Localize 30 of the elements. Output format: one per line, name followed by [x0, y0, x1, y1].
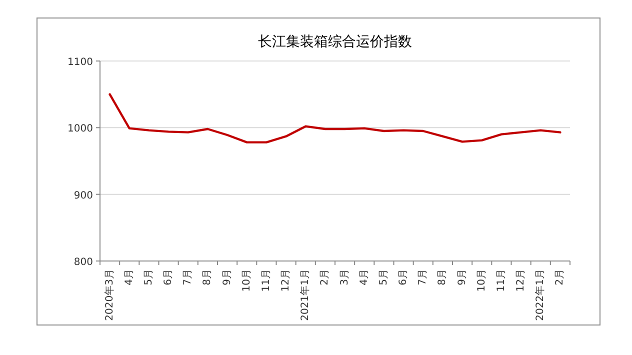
x-tick-label: 2020年3月	[103, 269, 116, 321]
chart-title: 长江集装箱综合运价指数	[258, 34, 412, 50]
x-tick-label: 7月	[418, 269, 429, 286]
x-tick-label: 2021年1月	[299, 269, 312, 321]
x-tick-label: 6月	[398, 269, 410, 286]
x-tick-label: 2月	[320, 269, 331, 286]
x-tick-label: 12月	[516, 269, 527, 292]
x-tick-label: 8月	[437, 269, 448, 286]
x-tick-label: 8月	[202, 269, 214, 286]
x-tick-label: 4月	[358, 269, 370, 286]
y-tick-label: 1000	[68, 124, 93, 135]
x-tick-label: 11月	[260, 269, 272, 292]
x-tick-label: 6月	[163, 269, 174, 286]
x-tick-label: 10月	[241, 269, 252, 292]
y-tick-label: 800	[74, 257, 93, 268]
x-tick-label: 11月	[496, 269, 507, 292]
x-tick-label: 7月	[182, 269, 194, 286]
y-tick-label: 1100	[68, 57, 93, 68]
y-tick-label: 900	[74, 190, 93, 202]
x-tick-label: 4月	[124, 269, 135, 286]
x-tick-label: 3月	[339, 269, 350, 286]
x-tick-label: 2月	[554, 269, 566, 286]
x-tick-label: 5月	[143, 269, 154, 286]
x-tick-label: 10月	[476, 269, 488, 292]
x-tick-label: 9月	[456, 269, 468, 286]
x-tick-label: 9月	[222, 269, 233, 286]
line-series	[108, 93, 562, 144]
x-tick-label: 2022年1月	[534, 269, 546, 321]
x-tick-label: 5月	[378, 269, 390, 286]
x-tick-label: 12月	[280, 269, 292, 292]
